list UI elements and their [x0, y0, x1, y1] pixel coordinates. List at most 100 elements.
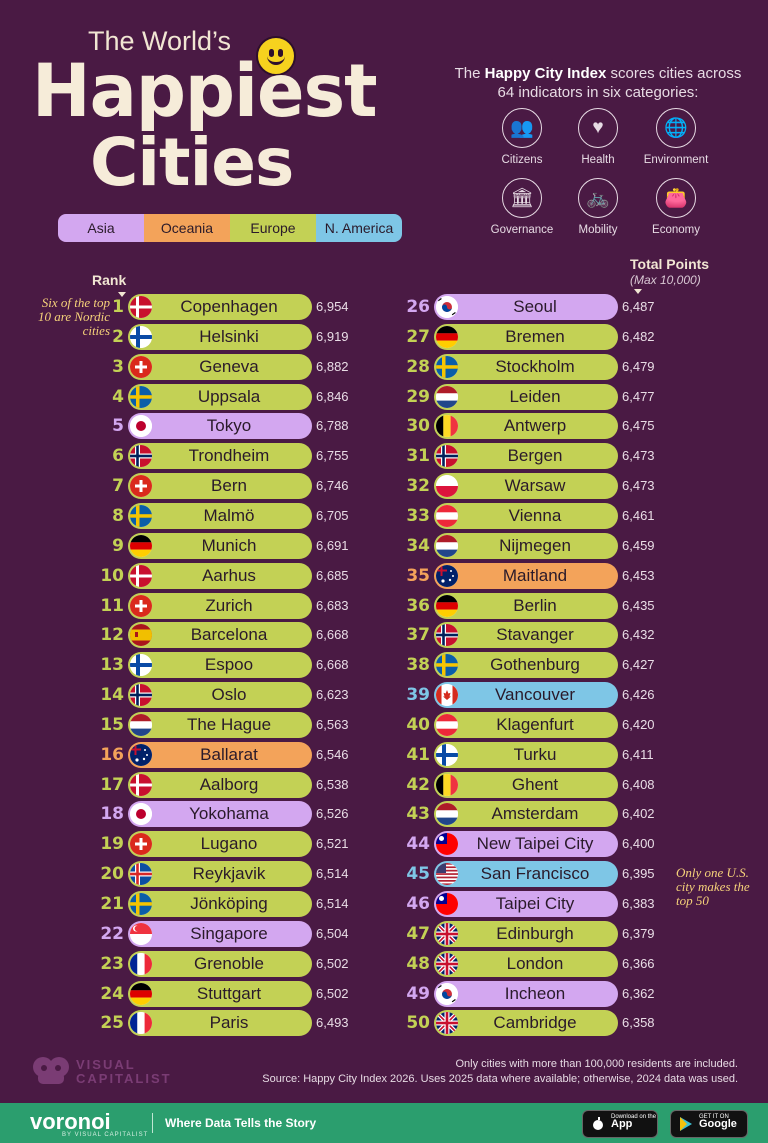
city-bar: Amsterdam	[434, 801, 618, 828]
visual-capitalist-brand: VISUAL CAPITALIST	[76, 1057, 172, 1086]
max-points-note: (Max 10,000)	[630, 273, 701, 287]
ranking-row: 40 Klagenfurt 6,420	[394, 711, 674, 738]
ranking-row: 10 Aarhus 6,685	[88, 562, 368, 589]
flag-be-icon	[436, 415, 458, 438]
total-points: 6,461	[622, 507, 655, 523]
rank-number: 38	[406, 655, 430, 676]
ranking-row: 22 Singapore 6,504	[88, 920, 368, 947]
ranking-row: 20 Reykjavik 6,514	[88, 861, 368, 888]
city-name: Stockholm	[495, 356, 575, 376]
flag-at-icon	[436, 713, 458, 736]
rank-number: 34	[406, 535, 430, 556]
flag-nl-icon	[436, 385, 458, 408]
city-bar: Cambridge	[434, 1010, 618, 1037]
total-points: 6,383	[622, 896, 655, 911]
title-line-3: Cities	[90, 124, 294, 201]
voronoi-logo[interactable]: voronoi	[30, 1109, 111, 1134]
total-points: 6,475	[622, 418, 655, 434]
total-points: 6,379	[622, 925, 655, 941]
total-points: 6,432	[622, 627, 655, 643]
flag-jp-icon	[130, 415, 152, 438]
rank-number: 25	[100, 1013, 124, 1034]
category-label: Mobility	[578, 224, 618, 236]
total-points: 6,526	[316, 806, 349, 822]
ranking-row: 16 Ballarat 6,546	[88, 741, 368, 768]
city-name: The Hague	[186, 714, 272, 734]
total-points: 6,482	[622, 328, 655, 344]
city-bar: Aarhus	[128, 562, 312, 589]
flag-ch-icon	[130, 355, 152, 378]
city-name: Ghent	[511, 774, 559, 794]
city-bar: Ghent	[434, 771, 618, 798]
voronoi-byline: BY VISUAL CAPITALIST	[62, 1132, 149, 1138]
rank-number: 50	[406, 1013, 430, 1034]
total-points: 6,426	[622, 687, 655, 703]
flag-no-icon	[130, 684, 152, 707]
total-points: 6,366	[622, 955, 655, 971]
globe-icon: 🌐	[656, 108, 696, 148]
city-bar: Yokohama	[128, 801, 312, 828]
heart-plus-icon: ♥	[578, 108, 618, 148]
city-name: Trondheim	[188, 446, 270, 466]
nordic-note: Six of the top 10 are Nordic cities	[38, 295, 110, 338]
city-name: Berlin	[513, 595, 557, 615]
flag-nl-icon	[436, 534, 458, 557]
legend-n-america: N. America	[316, 214, 402, 242]
ranking-row: 7 Bern 6,746	[88, 473, 368, 500]
ranking-row: 21 Jönköping 6,514	[88, 891, 368, 917]
flag-kr-icon	[436, 982, 458, 1005]
ranking-row: 32 Warsaw 6,473	[394, 473, 674, 500]
city-bar: The Hague	[128, 711, 312, 738]
total-points: 6,514	[316, 896, 349, 911]
city-name: Turku	[513, 744, 557, 764]
flag-fi-icon	[436, 743, 458, 766]
rank-number: 30	[406, 416, 430, 437]
city-bar: Antwerp	[434, 413, 618, 440]
government-building-icon: 🏛	[502, 178, 542, 218]
ranking-row: 28 Stockholm 6,479	[394, 353, 674, 380]
rank-number: 2	[112, 326, 124, 347]
city-bar: Oslo	[128, 682, 312, 709]
flag-es-icon	[130, 624, 152, 647]
legend-asia: Asia	[58, 214, 144, 242]
flag-ca-icon	[436, 684, 458, 707]
total-points: 6,487	[622, 299, 655, 314]
bicycle-icon: 🚲	[578, 178, 618, 218]
rank-number: 29	[406, 386, 430, 407]
rank-number: 7	[112, 476, 124, 497]
flag-de-icon	[130, 982, 152, 1005]
city-bar: Bern	[128, 473, 312, 500]
total-points: 6,514	[316, 866, 349, 882]
rank-number: 17	[100, 774, 124, 795]
rank-number: 6	[112, 446, 124, 467]
total-points: 6,459	[622, 537, 655, 553]
rank-number: 26	[406, 297, 430, 317]
city-bar: Stavanger	[434, 622, 618, 649]
total-points: 6,408	[622, 776, 655, 792]
apple-icon	[593, 1117, 603, 1130]
rank-number: 31	[406, 446, 430, 467]
flag-ch-icon	[130, 475, 152, 498]
city-bar: Reykjavik	[128, 861, 312, 888]
ranking-row: 17 Aalborg 6,538	[88, 771, 368, 798]
flag-fi-icon	[130, 325, 152, 348]
ranking-row: 44 New Taipei City 6,400	[394, 831, 674, 858]
ranking-row: 43 Amsterdam 6,402	[394, 801, 674, 828]
flag-de-icon	[436, 325, 458, 348]
rank-number: 15	[100, 714, 124, 735]
city-bar: London	[434, 950, 618, 977]
rank-number: 36	[406, 595, 430, 616]
total-points-header: Total Points	[630, 256, 710, 272]
total-points: 6,502	[316, 955, 349, 971]
rank-number: 12	[100, 625, 124, 646]
rank-number: 23	[100, 953, 124, 974]
city-bar: Geneva	[128, 353, 312, 380]
ranking-row: 48 London 6,366	[394, 950, 674, 977]
ranking-row: 34 Nijmegen 6,459	[394, 532, 674, 559]
total-points: 6,546	[316, 746, 349, 762]
total-points: 6,402	[622, 806, 655, 822]
flag-ch-icon	[130, 594, 152, 617]
city-bar: Trondheim	[128, 443, 312, 470]
